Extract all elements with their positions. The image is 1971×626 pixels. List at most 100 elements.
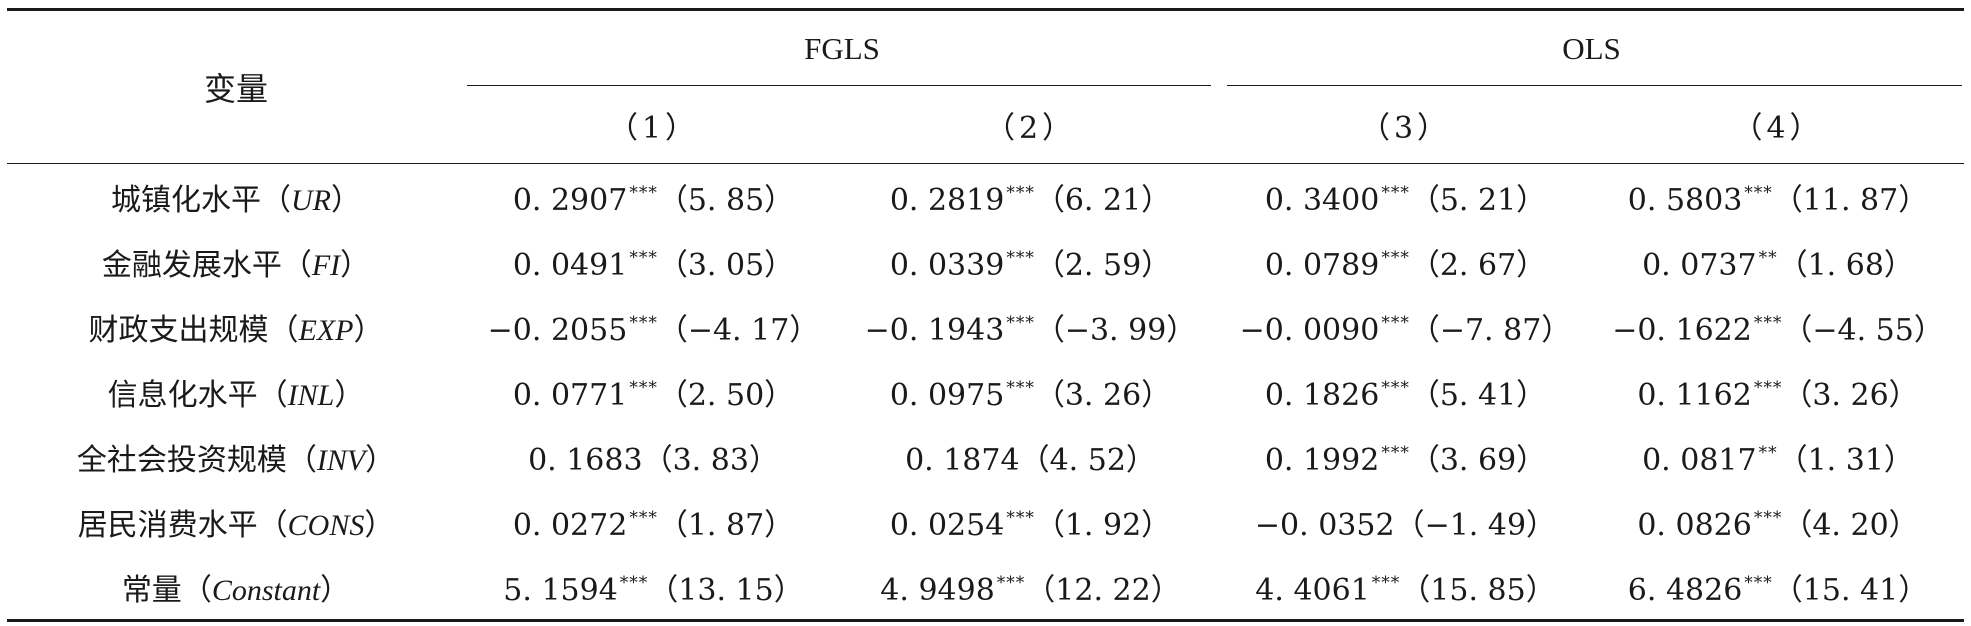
variable-abbr-open-paren: （ [257, 507, 288, 543]
t-statistic: （2. 67） [1409, 247, 1547, 283]
variable-abbr: CONS [287, 508, 365, 542]
t-statistic: （13. 15） [648, 572, 804, 608]
variable-abbr-close-paren: ） [353, 312, 384, 348]
t-statistic: （−3. 99） [1034, 312, 1197, 348]
variable-abbr-close-paren: ） [364, 507, 395, 543]
t-statistic: （1. 92） [1034, 507, 1172, 543]
table-row: 金融发展水平（FI） 0. 0491 ***（3. 05） 0. 0339 ***（2.… [7, 229, 1964, 294]
table-cell: 4. 9498 ***（12. 22） [842, 554, 1219, 621]
coefficient-value: 0. 0339 [889, 247, 1005, 283]
table-cell: 0. 5803 ***（11. 87） [1592, 164, 1964, 230]
table-cell: 0. 0975 ***（3. 26） [842, 359, 1219, 424]
t-statistic: （5. 21） [1409, 182, 1547, 218]
significance-stars: *** [629, 247, 658, 268]
coefficient-value: 0. 3400 [1264, 182, 1380, 218]
table-cell: −0. 0090 ***（−7. 87） [1219, 294, 1592, 359]
variable-name: 财政支出规模 [88, 312, 269, 348]
coefficient-value: 0. 0817 [1642, 442, 1757, 478]
group-underline-ols [1227, 85, 1963, 86]
column-header-4: （4） [1732, 110, 1824, 146]
table-cell: 0. 0272 ***（1. 87） [465, 489, 842, 554]
table-row: 常量（Constant） 5. 1594 ***（13. 15） 4. 9498 ***… [7, 554, 1965, 621]
t-statistic: （3. 26） [1782, 377, 1919, 413]
variable-abbr-open-paren: （ [261, 182, 291, 218]
significance-stars: *** [629, 182, 658, 203]
variable-abbr: INL [287, 378, 335, 412]
table-cell: 6. 4826 ***（15. 41） [1592, 554, 1964, 621]
variable-name: 信息化水平 [107, 377, 258, 413]
coefficient-value: 0. 5803 [1627, 182, 1743, 218]
t-statistic: （−7. 87） [1409, 312, 1572, 348]
coefficient-value: 0. 0254 [889, 507, 1005, 543]
coefficient-value: 0. 0771 [512, 377, 628, 413]
significance-stars: *** [1006, 182, 1035, 203]
significance-stars: *** [619, 572, 649, 593]
group-header-ols: OLS [1219, 8, 1965, 86]
table-cell: 0. 1162 ***（3. 26） [1592, 359, 1964, 424]
significance-stars: *** [1371, 572, 1401, 593]
significance-stars: *** [1744, 572, 1773, 593]
significance-stars: *** [1381, 442, 1410, 463]
coefficient-value: 5. 1594 [503, 572, 618, 608]
table-cell: 0. 0339 ***（2. 59） [842, 229, 1219, 294]
significance-stars: *** [1753, 507, 1783, 528]
variable-abbr-open-paren: （ [281, 247, 312, 283]
coefficient-value: 0. 0789 [1264, 247, 1380, 283]
table-cell: 0. 0771 ***（2. 50） [465, 359, 842, 424]
table-cell: −0. 1622 ***（−4. 55） [1592, 294, 1964, 359]
t-statistic: （1. 87） [657, 507, 795, 543]
coefficient-value: 4. 4061 [1255, 572, 1370, 608]
header-row-columns: （1） （2） （3） （4） [7, 86, 1964, 164]
row-variable-cell: 金融发展水平（FI） [7, 229, 465, 294]
t-statistic: （12. 22） [1025, 572, 1181, 608]
table-row: 居民消费水平（CONS） 0. 0272 ***（1. 87） 0. 0254 ***（… [7, 489, 1964, 554]
t-statistic: （3. 69） [1409, 442, 1547, 478]
column-header-3: （3） [1359, 110, 1452, 146]
table-row: 财政支出规模（EXP） −0. 2055 ***（−4. 17） −0. 1943 **… [7, 294, 1964, 359]
coefficient-value: 0. 0272 [512, 507, 628, 543]
significance-stars: *** [1381, 247, 1410, 268]
significance-stars: *** [1006, 247, 1035, 268]
significance-stars: *** [629, 312, 658, 333]
table-body: 城镇化水平（UR） 0. 2907 ***（5. 85） 0. 2819 ***（6. … [7, 163, 1965, 621]
significance-stars: *** [629, 507, 658, 528]
coefficient-value: 0. 1826 [1264, 377, 1380, 413]
column-header-1: （1） [607, 110, 700, 146]
coefficient-value: 0. 1162 [1637, 377, 1752, 413]
significance-stars: ** [1758, 442, 1778, 463]
variable-abbr: Constant [211, 573, 321, 607]
t-statistic: （6. 21） [1034, 182, 1172, 218]
table-cell: 0. 2907 ***（5. 85） [465, 164, 842, 230]
table-cell: 5. 1594 ***（13. 15） [465, 554, 842, 621]
table-row: 城镇化水平（UR） 0. 2907 ***（5. 85） 0. 2819 ***（6. … [7, 163, 1965, 230]
significance-stars: *** [996, 572, 1026, 593]
significance-stars: *** [629, 377, 658, 398]
t-statistic: （5. 85） [657, 182, 795, 218]
table-cell: 0. 0491 ***（3. 05） [465, 229, 842, 294]
variable-abbr-close-paren: ） [320, 572, 351, 608]
coefficient-value: 0. 1683 [528, 442, 643, 478]
table-cell: −0. 1943 ***（−3. 99） [842, 294, 1219, 359]
group-label-fgls: FGLS [804, 30, 880, 66]
table-cell: −0. 0352（−1. 49） [1219, 489, 1592, 554]
t-statistic: （5. 41） [1409, 377, 1547, 413]
group-label-ols: OLS [1562, 30, 1621, 66]
t-statistic: （4. 20） [1782, 507, 1919, 543]
coefficient-value: 0. 0826 [1637, 507, 1752, 543]
row-variable-cell: 常量（Constant） [7, 554, 465, 621]
table-cell: 0. 2819 ***（6. 21） [842, 164, 1219, 230]
coefficient-value: −0. 2055 [487, 312, 628, 348]
header-row-groups: 变量 FGLS OLS [7, 8, 1965, 164]
row-variable-cell: 财政支出规模（EXP） [7, 294, 465, 359]
variable-name: 城镇化水平 [111, 182, 261, 218]
variable-abbr-open-paren: （ [286, 442, 317, 478]
coefficient-value: −0. 0352 [1254, 507, 1395, 543]
table-row: 全社会投资规模（INV） 0. 1683（3. 83） 0. 1874（4. 52）… [7, 424, 1964, 489]
coefficient-value: 4. 9498 [880, 572, 995, 608]
coefficient-value: 0. 2819 [889, 182, 1005, 218]
t-statistic: （2. 50） [657, 377, 795, 413]
column-header-2: （2） [984, 110, 1077, 146]
variable-abbr: UR [291, 183, 331, 217]
t-statistic: （3. 83） [642, 442, 779, 478]
